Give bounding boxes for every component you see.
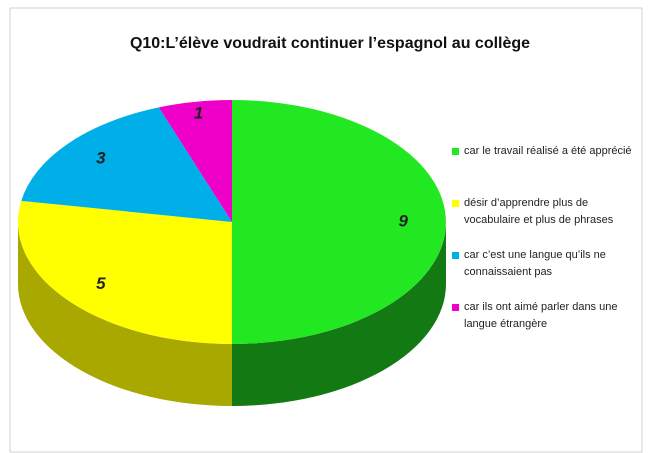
legend-swatch (452, 200, 459, 207)
legend: car le travail réalisé a été apprécié dés… (452, 143, 642, 351)
legend-label: car ils ont aimé parler dans une langue … (464, 301, 618, 330)
slice (18, 200, 232, 344)
data-label: 1 (194, 103, 203, 122)
legend-swatch (452, 252, 459, 259)
legend-swatch (452, 304, 459, 311)
legend-label: car le travail réalisé a été apprécié (464, 145, 632, 157)
data-label: 5 (96, 274, 106, 293)
legend-label: désir d’apprendre plus de vocabulaire et… (464, 197, 614, 226)
chart-title: Q10:L’élève voudrait continuer l’espagno… (130, 35, 530, 52)
slice-side (232, 222, 446, 406)
legend-label: car c’est une langue qu’ils ne connaissa… (464, 249, 606, 278)
slice (232, 100, 446, 344)
legend-item: car c’est une langue qu’ils ne connaissa… (452, 247, 642, 299)
legend-swatch (452, 148, 459, 155)
slice (158, 100, 232, 222)
slice-side (18, 222, 232, 406)
data-label: 9 (398, 211, 408, 230)
slice (21, 107, 232, 222)
legend-item: désir d’apprendre plus de vocabulaire et… (452, 195, 642, 247)
data-label: 3 (96, 149, 106, 168)
legend-item: car ils ont aimé parler dans une langue … (452, 299, 642, 351)
legend-item: car le travail réalisé a été apprécié (452, 143, 642, 195)
